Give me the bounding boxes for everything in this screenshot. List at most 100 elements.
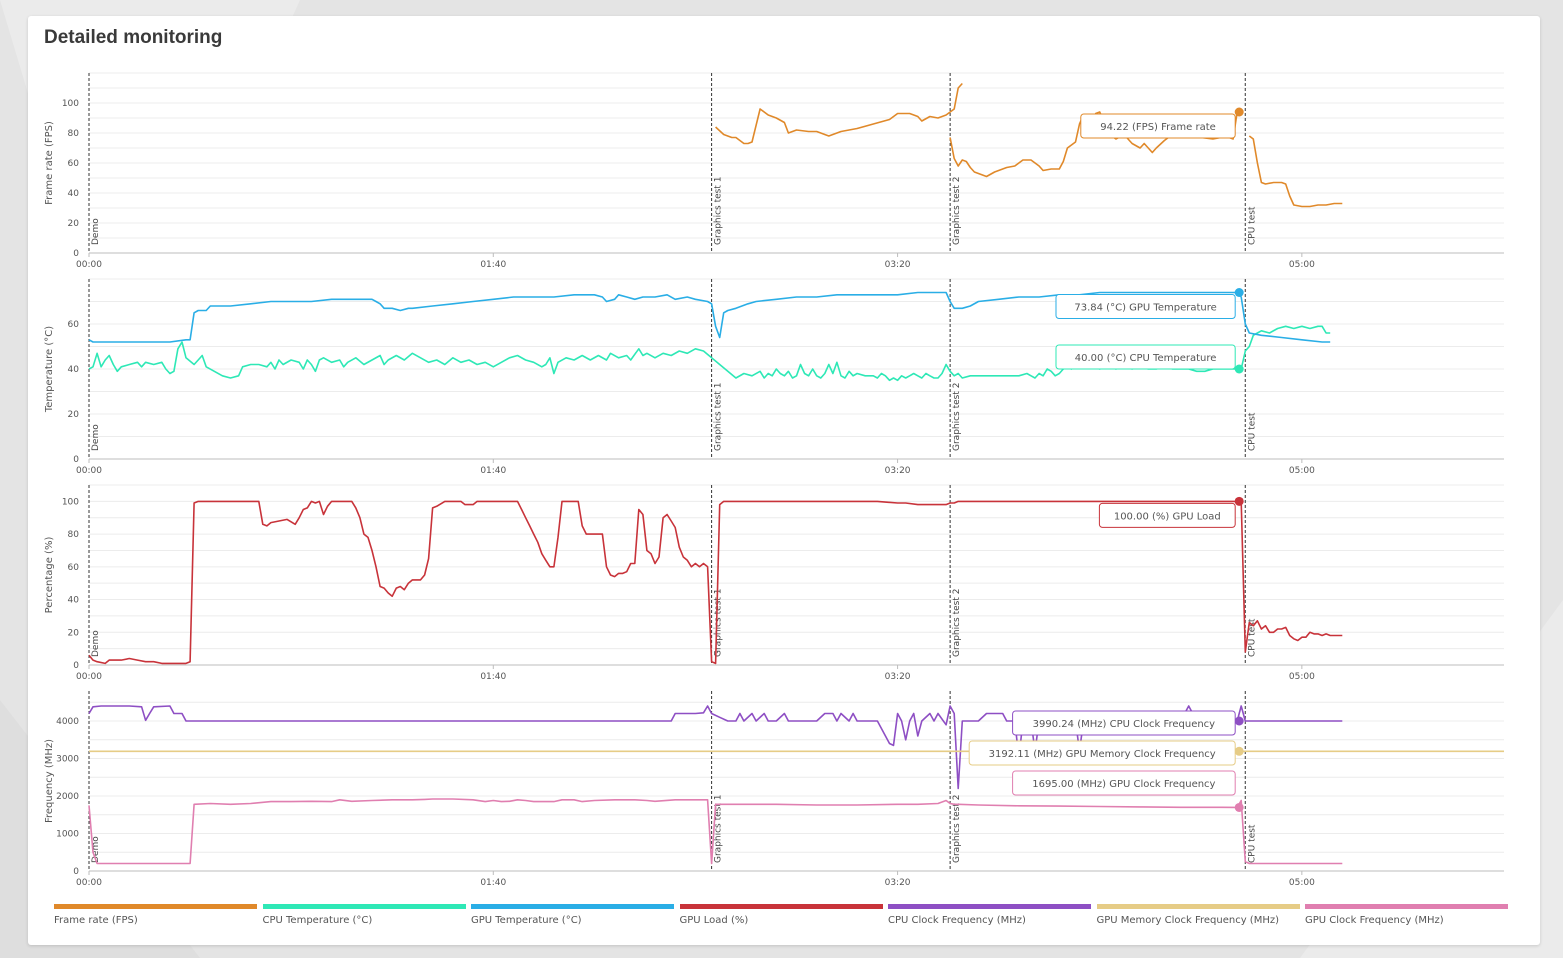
x-tick-label: 01:40: [480, 672, 506, 682]
tooltip-box: [1012, 710, 1236, 736]
series-line: [88, 500, 1343, 665]
y-tick-label: 3000: [56, 755, 79, 765]
y-tick-label: 0: [73, 661, 79, 671]
chart-panel: 0 1000 2000 3000 4000 Frequency (MHz) 00:00 01:…: [44, 691, 1504, 888]
legend-item[interactable]: GPU Load (%): [679, 904, 883, 926]
y-tick-label: 0: [73, 867, 79, 877]
y-axis-label: Percentage (%): [44, 537, 55, 614]
legend-label: CPU Clock Frequency (MHz): [888, 915, 1026, 926]
x-tick-label: 00:00: [76, 672, 102, 682]
x-tick-label: 03:20: [885, 672, 911, 682]
tooltip-text: 3192.11 (MHz) GPU Memory Clock Frequency: [989, 749, 1216, 760]
y-tick-label: 100: [62, 99, 79, 109]
tooltip-point: [1234, 746, 1244, 756]
tooltip-box: [1098, 502, 1236, 528]
marker-label: Graphics test 2: [952, 795, 962, 863]
tooltip-box: [1012, 770, 1236, 796]
marker-label: Demo: [91, 836, 101, 863]
tooltip-point: [1234, 288, 1244, 297]
legend-item[interactable]: Frame rate (FPS): [54, 904, 257, 926]
legend-item[interactable]: CPU Temperature (°C): [262, 904, 466, 926]
tooltip-point: [1234, 107, 1244, 117]
x-tick-label: 01:40: [480, 878, 506, 888]
tooltip-point: [1234, 364, 1244, 374]
legend-item[interactable]: GPU Temperature (°C): [471, 904, 674, 926]
marker-label: Demo: [91, 630, 101, 657]
tooltip-text: 94.22 (FPS) Frame rate: [1100, 122, 1216, 133]
x-tick-label: 03:20: [885, 466, 911, 476]
legend-swatch: [54, 904, 257, 909]
y-tick-label: 0: [73, 455, 79, 465]
y-tick-label: 60: [68, 159, 80, 169]
legend-swatch: [471, 904, 674, 909]
x-tick-label: 05:00: [1289, 672, 1315, 682]
x-tick-label: 00:00: [76, 878, 102, 888]
y-tick-label: 100: [62, 497, 79, 507]
marker-label: CPU test: [1247, 206, 1257, 245]
legend-label: GPU Temperature (°C): [471, 915, 582, 926]
series-line: [1248, 135, 1343, 208]
y-tick-label: 2000: [56, 792, 79, 802]
x-tick-label: 05:00: [1289, 466, 1315, 476]
marker-label: CPU test: [1247, 824, 1257, 863]
legend-label: Frame rate (FPS): [54, 915, 138, 926]
legend-swatch: [679, 904, 883, 909]
y-tick-label: 0: [73, 249, 79, 259]
tooltip-point: [1234, 496, 1244, 506]
y-tick-label: 40: [68, 189, 80, 199]
marker-label: Graphics test 1: [714, 383, 724, 451]
series-line: [715, 82, 963, 145]
chart-panel: 0 20 40 60 80 100 Frame rate (FPS) 00:00 01:40 03…: [44, 72, 1504, 270]
legend-label: CPU Temperature (°C): [262, 915, 373, 926]
tooltip-text: 73.84 (°C) GPU Temperature: [1074, 303, 1216, 314]
y-tick-label: 40: [68, 365, 80, 375]
legend: Frame rate (FPS) CPU Temperature (°C) GPU …: [54, 904, 1514, 934]
y-tick-label: 4000: [56, 717, 79, 727]
legend-item[interactable]: GPU Memory Clock Frequency (MHz): [1096, 904, 1300, 926]
y-tick-label: 60: [68, 320, 80, 330]
monitoring-card: Detailed monitoring 0 20 40 60 80 100 Frame ra…: [28, 16, 1540, 945]
marker-label: Graphics test 2: [952, 383, 962, 451]
y-tick-label: 20: [68, 219, 80, 229]
legend-label: GPU Memory Clock Frequency (MHz): [1096, 915, 1280, 926]
legend-item[interactable]: GPU Clock Frequency (MHz): [1305, 904, 1508, 926]
y-tick-label: 80: [68, 129, 80, 139]
tooltip-box: [968, 740, 1236, 766]
tooltip-box: [1080, 113, 1236, 139]
tooltip-text: 1695.00 (MHz) GPU Clock Frequency: [1032, 779, 1215, 790]
x-tick-label: 05:00: [1289, 260, 1315, 270]
marker-label: Demo: [91, 218, 101, 245]
x-tick-label: 03:20: [885, 878, 911, 888]
chart-panel: 0 20 40 60 80 100 Percentage (%) 00:00 01:40 03:2…: [44, 484, 1504, 682]
legend-swatch: [888, 904, 1091, 909]
marker-label: Graphics test 2: [952, 589, 962, 657]
y-tick-label: 60: [68, 563, 80, 573]
marker-label: CPU test: [1247, 412, 1257, 451]
legend-swatch: [1096, 904, 1300, 909]
legend-label: GPU Clock Frequency (MHz): [1305, 915, 1444, 926]
tooltip-text: 40.00 (°C) CPU Temperature: [1075, 353, 1217, 364]
y-tick-label: 40: [68, 596, 80, 606]
tooltip-text: 3990.24 (MHz) CPU Clock Frequency: [1033, 719, 1216, 730]
y-axis-label: Frame rate (FPS): [44, 121, 55, 205]
y-tick-label: 80: [68, 530, 80, 540]
x-tick-label: 00:00: [76, 466, 102, 476]
marker-label: Demo: [91, 424, 101, 451]
y-tick-label: 20: [68, 628, 80, 638]
y-axis-label: Frequency (MHz): [44, 739, 55, 823]
marker-label: CPU test: [1247, 618, 1257, 657]
marker-label: Graphics test 1: [714, 177, 724, 245]
series-line: [88, 798, 1343, 865]
legend-swatch: [262, 904, 466, 909]
tooltip-box: [1055, 344, 1236, 370]
legend-item[interactable]: CPU Clock Frequency (MHz): [888, 904, 1091, 926]
y-tick-label: 20: [68, 410, 80, 420]
legend-label: GPU Load (%): [679, 915, 749, 926]
marker-label: Graphics test 1: [714, 589, 724, 657]
tooltip-point: [1234, 716, 1244, 726]
chart-panel: 0 20 40 60 Temperature (°C) 00:00 01:40 03:20 05…: [44, 278, 1504, 476]
y-axis-label: Temperature (°C): [44, 326, 55, 413]
x-tick-label: 00:00: [76, 260, 102, 270]
y-tick-label: 1000: [56, 830, 79, 840]
